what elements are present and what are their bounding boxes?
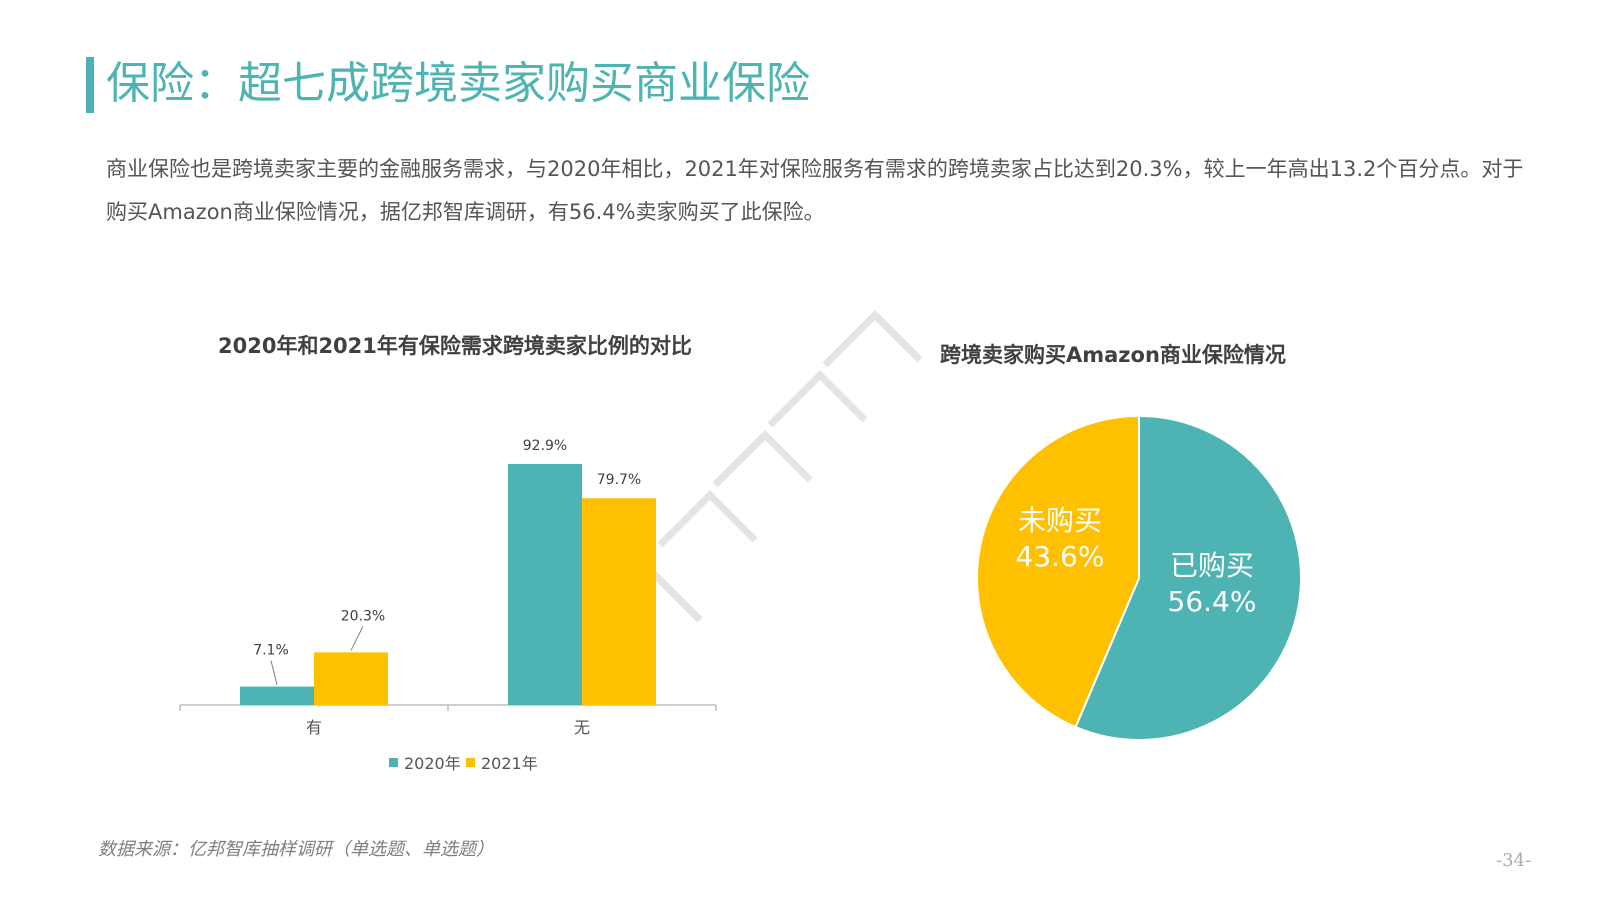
legend-label-2020: 2020年 [404,754,461,773]
data-label: 7.1% [253,643,289,659]
data-source-note: 数据来源：亿邦智库抽样调研（单选题、单选题） [98,839,494,860]
pie-slice-value: 56.4% [1168,585,1257,618]
legend-swatch-2020 [389,757,398,767]
title-accent-bar [86,57,94,113]
legend-swatch-2021 [466,757,475,767]
data-label-leader [350,626,364,651]
data-label-leader [270,660,278,685]
bar-2020年-有 [240,686,314,705]
page-title: 保险：超七成跨境卖家购买商业保险 [106,58,810,109]
pie-chart-title: 跨境卖家购买Amazon商业保险情况 [940,343,1286,367]
pie-slice-value: 43.6% [1016,540,1105,573]
page-number: -34- [1496,850,1532,871]
legend-item-2021: 2021年 [466,750,538,774]
intro-paragraph: 商业保险也是跨境卖家主要的金融服务需求，与2020年相比，2021年对保险服务有… [106,157,1524,224]
data-label: 92.9% [523,438,567,454]
x-tick-label: 无 [574,718,590,737]
bar-2021年-无 [582,498,656,705]
data-label: 20.3% [341,608,385,624]
pie-slice-name: 未购买 [1018,504,1102,537]
pie-slice-已购买 [1074,414,1302,741]
bar-2020年-无 [508,464,582,705]
pie-slice-name: 已购买 [1170,549,1254,582]
legend-label-2021: 2021年 [481,754,538,773]
x-tick-label: 有 [306,718,322,737]
pie-slice-未购买 [976,414,1140,729]
bar-chart-title: 2020年和2021年有保险需求跨境卖家比例的对比 [218,334,692,358]
legend-item-2020: 2020年 [389,750,461,774]
data-label: 79.7% [597,472,641,488]
bar-2021年-有 [314,652,388,705]
